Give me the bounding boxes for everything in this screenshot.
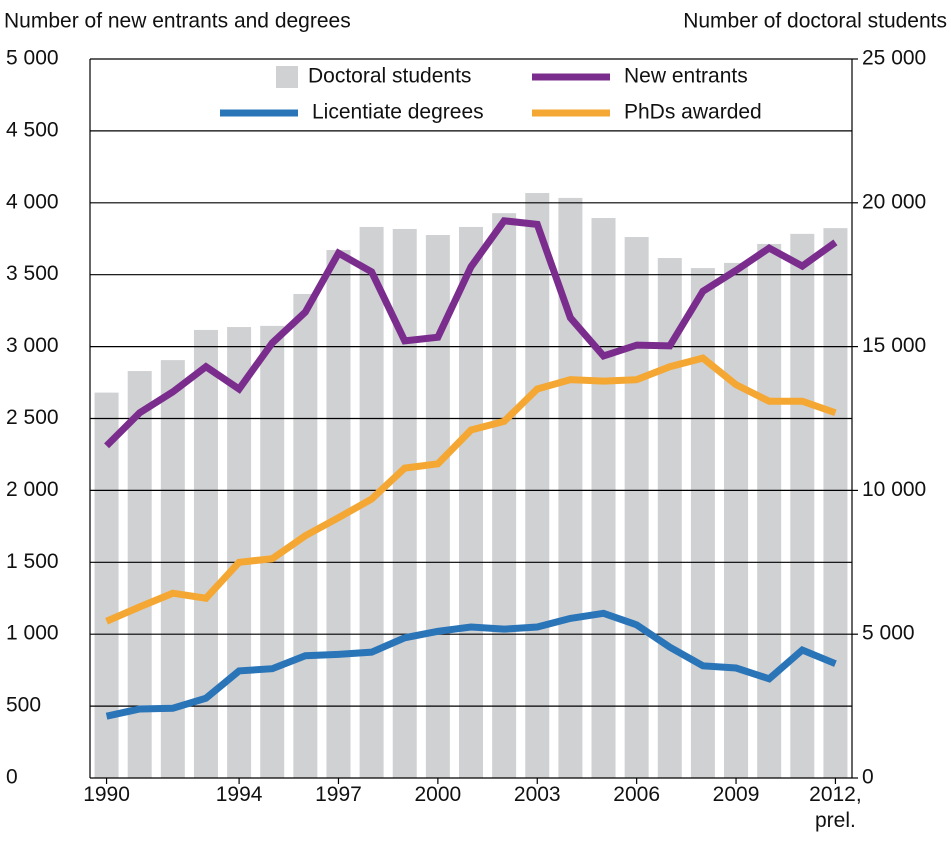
legend-label: Licentiate degrees — [312, 101, 484, 124]
y-tick-label: 0 — [6, 766, 18, 789]
x-tick-label: 2009 — [712, 783, 760, 806]
y-tick-label: 1 500 — [6, 550, 59, 573]
bar — [492, 213, 517, 779]
line — [105, 609, 837, 720]
x-tick-label: 2012, prel. — [809, 783, 862, 832]
bar — [591, 218, 616, 779]
legend-label: PhDs awarded — [624, 101, 762, 124]
y-axis-title: Number of new entrants and degrees — [4, 10, 351, 33]
y-tick-label: 2 500 — [6, 406, 59, 429]
legend-label: New entrants — [624, 65, 748, 88]
x-tick-label: 2000 — [414, 783, 462, 806]
y-tick-label: 3 000 — [6, 334, 59, 357]
y-tick-label: 500 — [6, 694, 41, 717]
y2-tick-label: 15 000 — [862, 334, 926, 357]
bar — [160, 360, 185, 778]
line — [104, 217, 838, 449]
y-tick-label: 2 000 — [6, 478, 59, 501]
bar — [392, 228, 417, 778]
y2-tick-label: 20 000 — [862, 190, 926, 213]
y-tick-label: 1 000 — [6, 622, 59, 645]
y2-tick-label: 25 000 — [862, 47, 926, 70]
bar — [525, 193, 550, 778]
bar — [127, 371, 152, 778]
bar — [227, 327, 252, 778]
x-tick-label: 2006 — [613, 783, 660, 806]
bar — [757, 243, 782, 778]
bar — [790, 233, 815, 779]
y2-tick-label: 5 000 — [862, 622, 915, 645]
y-tick-label: 4 500 — [6, 118, 59, 141]
bar — [823, 228, 848, 779]
x-tick-label: 2003 — [513, 783, 561, 806]
y2-axis-title: Number of doctoral students — [683, 10, 947, 33]
legend-swatch — [276, 66, 298, 88]
y2-tick-label: 10 000 — [862, 478, 926, 501]
legend-label: Doctoral students — [308, 65, 471, 88]
y-tick-label: 3 500 — [6, 262, 59, 285]
bar — [724, 262, 749, 778]
x-tick-label: 1997 — [315, 783, 362, 806]
bar — [459, 226, 483, 779]
y-tick-label: 4 000 — [6, 190, 59, 213]
bar — [624, 237, 649, 778]
x-tick-label: 1990 — [83, 783, 130, 806]
line — [105, 354, 837, 625]
bar — [94, 392, 119, 778]
x-tick-label: 1994 — [215, 783, 263, 806]
bar — [193, 329, 218, 778]
bar — [690, 268, 715, 778]
y2-tick-label: 0 — [862, 766, 874, 789]
y-tick-label: 5 000 — [6, 47, 59, 70]
